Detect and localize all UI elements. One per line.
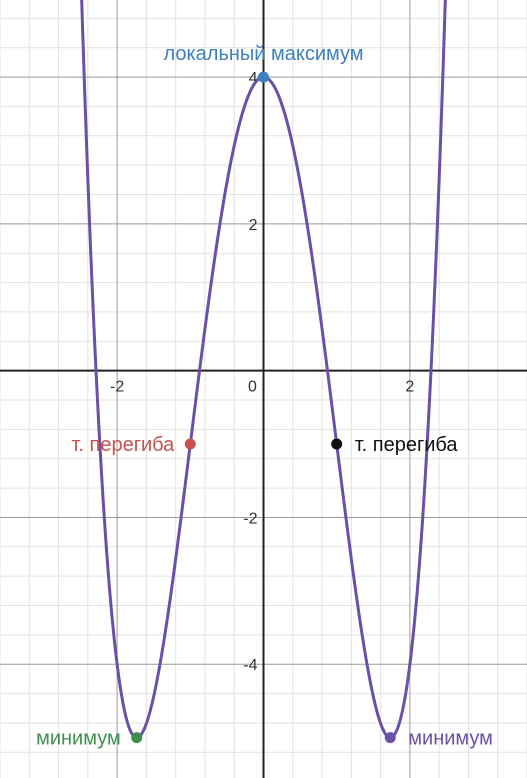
point-label: минимум <box>36 728 121 750</box>
y-tick-labels: -4 -2 2 4 <box>243 70 257 674</box>
x-tick-label: 2 <box>405 379 414 396</box>
data-point <box>331 438 343 450</box>
data-point <box>184 438 196 450</box>
point-label: локальный максимум <box>163 43 363 65</box>
points: локальный максимум т. перегиба т. перегиба… <box>36 43 493 750</box>
data-point <box>384 732 396 744</box>
data-point <box>131 732 143 744</box>
y-tick-label: -2 <box>243 510 257 527</box>
x-tick-label: -2 <box>110 379 124 396</box>
data-point <box>258 71 269 83</box>
y-tick-label: 4 <box>249 70 258 87</box>
y-tick-label: 2 <box>249 217 258 234</box>
x-tick-label: 0 <box>248 379 257 396</box>
point-label: т. перегиба <box>355 434 459 456</box>
x-tick-labels: -2 0 2 <box>110 379 414 396</box>
y-tick-label: -4 <box>243 657 257 674</box>
point-label: минимум <box>408 728 493 750</box>
point-label: т. перегиба <box>71 434 175 456</box>
